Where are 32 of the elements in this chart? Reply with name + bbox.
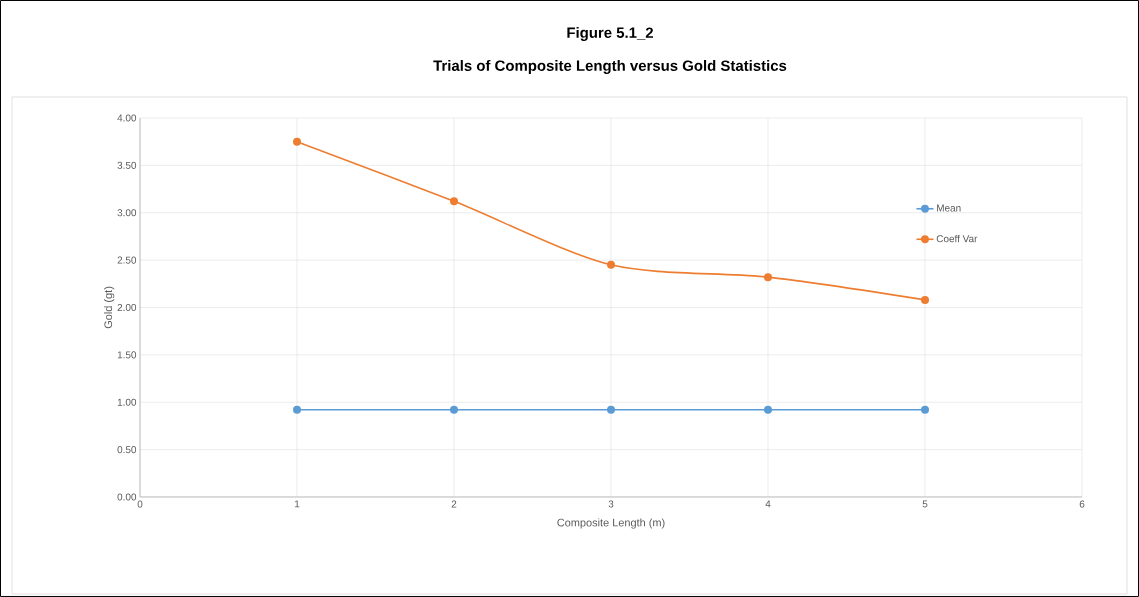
y-tick-label: 1.50: [117, 351, 137, 359]
point: [921, 405, 930, 414]
y-tick-label: 4.00: [117, 114, 137, 122]
x-tick-label: 2: [451, 500, 457, 508]
point: [764, 405, 773, 414]
y-tick-label: 2.50: [117, 256, 137, 264]
point: [293, 405, 302, 414]
y-tick-label: 3.50: [117, 161, 137, 169]
x-tick-label: 1: [295, 500, 300, 508]
x-tick-label: 3: [608, 500, 614, 508]
legend-label: Coeff Var: [936, 234, 978, 243]
x-axis-title: Composite Length (m): [557, 518, 665, 529]
point: [450, 405, 459, 414]
x-tick-label: 4: [765, 500, 771, 508]
point: [921, 295, 930, 304]
point: [607, 260, 616, 269]
x-tick-label: 5: [922, 500, 928, 508]
y-tick-label: 0.50: [117, 446, 137, 454]
x-tick-label: 6: [1079, 500, 1085, 508]
chart-subtitle: Trials of Composite Length versus Gold Statistics: [433, 59, 787, 74]
legend-label: Mean: [937, 204, 961, 212]
y-axis-title: Gold (gt): [104, 286, 115, 329]
point: [293, 137, 302, 146]
y-tick-label: 3.00: [117, 209, 137, 217]
y-tick-label: 0.00: [117, 493, 137, 501]
point: [450, 197, 459, 206]
y-tick-label: 1.00: [117, 398, 137, 406]
chart-title: Figure 5.1_2: [567, 26, 653, 41]
y-tick-label: 2.00: [117, 303, 137, 312]
point: [764, 273, 773, 282]
x-tick-label: 0: [137, 500, 143, 508]
point: [607, 405, 616, 414]
